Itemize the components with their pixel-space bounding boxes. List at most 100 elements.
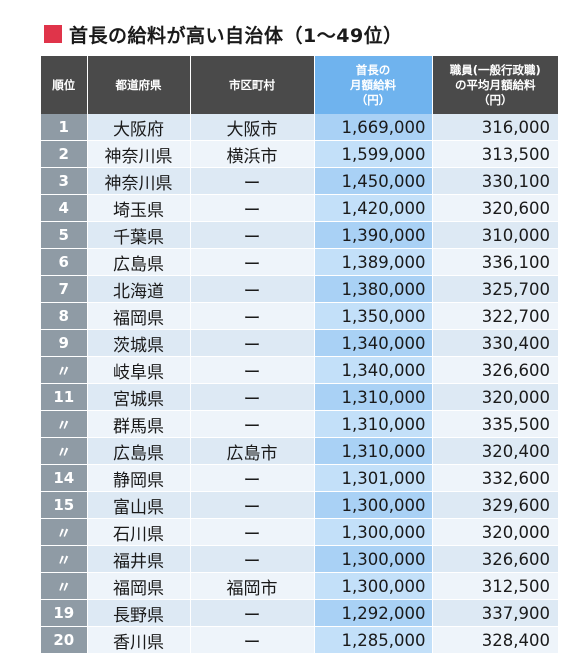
table-row: 15 富山県ー 1,300,000 329,600 <box>41 491 558 519</box>
header-salary: 首長の 月額給料 （円） <box>314 56 433 114</box>
mayor-salary-cell: 1,310,000 <box>314 437 433 465</box>
header-staff: 職員(一般行政職) の平均月額給料 （円） <box>432 56 558 114</box>
city-cell: 横浜市 <box>190 140 315 168</box>
prefecture-cell: 静岡県 <box>87 464 191 492</box>
staff-salary-cell: 322,700 <box>432 302 558 330</box>
title-marker <box>44 25 62 43</box>
table-row: 4 埼玉県ー 1,420,000 320,600 <box>41 194 558 222</box>
mayor-salary-cell: 1,380,000 <box>314 275 433 303</box>
city-cell: 広島市 <box>190 437 315 465</box>
mayor-salary-cell: 1,310,000 <box>314 383 433 411</box>
prefecture-cell: 大阪府 <box>87 114 191 141</box>
table-row: 〃岐阜県ー 1,340,000 326,600 <box>41 356 558 384</box>
staff-salary-cell: 313,500 <box>432 140 558 168</box>
table-row: 〃広島県 広島市 1,310,000 320,400 <box>41 437 558 465</box>
table-row: 〃福岡県 福岡市 1,300,000 312,500 <box>41 572 558 600</box>
mayor-salary-cell: 1,300,000 <box>314 491 433 519</box>
staff-salary-cell: 310,000 <box>432 221 558 249</box>
staff-salary-cell: 330,400 <box>432 329 558 357</box>
table-row: 9 茨城県ー 1,340,000 330,400 <box>41 329 558 357</box>
city-cell: ー <box>190 545 315 573</box>
rank-cell: 14 <box>41 464 88 492</box>
staff-salary-cell: 320,000 <box>432 518 558 546</box>
prefecture-cell: 長野県 <box>87 599 191 627</box>
mayor-salary-cell: 1,301,000 <box>314 464 433 492</box>
city-cell: ー <box>190 221 315 249</box>
staff-salary-cell: 337,900 <box>432 599 558 627</box>
header-staff-line: 職員(一般行政職) <box>449 62 541 77</box>
table-row: 11 宮城県ー 1,310,000 320,000 <box>41 383 558 411</box>
table-row: 3 神奈川県ー 1,450,000 330,100 <box>41 167 558 195</box>
mayor-salary-cell: 1,292,000 <box>314 599 433 627</box>
header-row: 順位 都道府県 市区町村 首長の 月額給料 （円） 職員(一般行政職) の平均月… <box>41 56 558 114</box>
city-cell: 大阪市 <box>190 114 315 141</box>
prefecture-cell: 群馬県 <box>87 410 191 438</box>
prefecture-cell: 香川県 <box>87 626 191 654</box>
rank-cell: 7 <box>41 275 88 303</box>
header-rank: 順位 <box>41 56 88 114</box>
city-cell: ー <box>190 167 315 195</box>
mayor-salary-cell: 1,450,000 <box>314 167 433 195</box>
prefecture-cell: 富山県 <box>87 491 191 519</box>
prefecture-cell: 福岡県 <box>87 302 191 330</box>
staff-salary-cell: 332,600 <box>432 464 558 492</box>
table-header: 順位 都道府県 市区町村 首長の 月額給料 （円） 職員(一般行政職) の平均月… <box>41 56 558 114</box>
staff-salary-cell: 326,600 <box>432 356 558 384</box>
rank-cell: 3 <box>41 167 88 195</box>
prefecture-cell: 宮城県 <box>87 383 191 411</box>
ranking-table: 順位 都道府県 市区町村 首長の 月額給料 （円） 職員(一般行政職) の平均月… <box>41 56 558 654</box>
city-cell: ー <box>190 356 315 384</box>
staff-salary-cell: 320,600 <box>432 194 558 222</box>
rank-cell: 〃 <box>41 545 88 573</box>
mayor-salary-cell: 1,420,000 <box>314 194 433 222</box>
city-cell: ー <box>190 194 315 222</box>
table-row: 20 香川県ー 1,285,000 328,400 <box>41 626 558 654</box>
table-row: 6 広島県ー 1,389,000 336,100 <box>41 248 558 276</box>
header-salary-line: 首長の <box>355 62 391 77</box>
city-cell: ー <box>190 329 315 357</box>
city-cell: ー <box>190 626 315 654</box>
staff-salary-cell: 312,500 <box>432 572 558 600</box>
rank-cell: 〃 <box>41 518 88 546</box>
header-salary-line: （円） <box>355 92 391 107</box>
staff-salary-cell: 330,100 <box>432 167 558 195</box>
table-row: 〃石川県ー 1,300,000 320,000 <box>41 518 558 546</box>
table-body: 1 大阪府 大阪市 1,669,000 316,000 2 神奈川県 横浜市 1,599,000… <box>41 114 558 654</box>
rank-cell: 2 <box>41 140 88 168</box>
rank-cell: 〃 <box>41 410 88 438</box>
city-cell: ー <box>190 599 315 627</box>
rank-cell: 20 <box>41 626 88 654</box>
prefecture-cell: 茨城県 <box>87 329 191 357</box>
prefecture-cell: 石川県 <box>87 518 191 546</box>
prefecture-cell: 埼玉県 <box>87 194 191 222</box>
rank-cell: 〃 <box>41 437 88 465</box>
prefecture-cell: 岐阜県 <box>87 356 191 384</box>
header-city: 市区町村 <box>190 56 315 114</box>
mayor-salary-cell: 1,310,000 <box>314 410 433 438</box>
table-row: 〃福井県ー 1,300,000 326,600 <box>41 545 558 573</box>
header-staff-line: の平均月額給料 <box>455 77 536 92</box>
staff-salary-cell: 335,500 <box>432 410 558 438</box>
page-title: 首長の給料が高い自治体（1〜49位） <box>69 24 403 47</box>
prefecture-cell: 神奈川県 <box>87 140 191 168</box>
city-cell: ー <box>190 383 315 411</box>
table-row: 8 福岡県ー 1,350,000 322,700 <box>41 302 558 330</box>
staff-salary-cell: 320,400 <box>432 437 558 465</box>
city-cell: 福岡市 <box>190 572 315 600</box>
mayor-salary-cell: 1,300,000 <box>314 572 433 600</box>
table-row: 2 神奈川県 横浜市 1,599,000 313,500 <box>41 140 558 168</box>
mayor-salary-cell: 1,390,000 <box>314 221 433 249</box>
table-row: 7 北海道ー 1,380,000 325,700 <box>41 275 558 303</box>
mayor-salary-cell: 1,340,000 <box>314 356 433 384</box>
prefecture-cell: 北海道 <box>87 275 191 303</box>
rank-cell: 19 <box>41 599 88 627</box>
staff-salary-cell: 326,600 <box>432 545 558 573</box>
mayor-salary-cell: 1,599,000 <box>314 140 433 168</box>
rank-cell: 6 <box>41 248 88 276</box>
mayor-salary-cell: 1,300,000 <box>314 545 433 573</box>
table-row: 1 大阪府 大阪市 1,669,000 316,000 <box>41 114 558 141</box>
rank-cell: 5 <box>41 221 88 249</box>
rank-cell: 15 <box>41 491 88 519</box>
prefecture-cell: 福岡県 <box>87 572 191 600</box>
staff-salary-cell: 316,000 <box>432 114 558 141</box>
